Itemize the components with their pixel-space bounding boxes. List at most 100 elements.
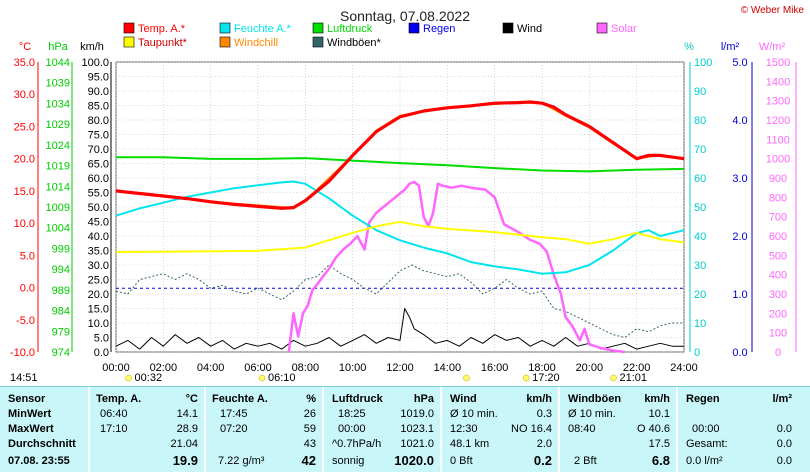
temp-tick-label: 0.0 [20,283,35,295]
x-tick-label: 20:00 [576,362,604,374]
humidity-abs: 7.22 g/m³ [218,455,265,467]
legend-label: Windböen* [327,37,382,49]
legend-swatch [312,22,324,34]
gust-column: Windböen km/h Ø 10 min. 10.1 08:40 O 40.… [558,387,676,472]
sun-event-label: 14:51 [10,372,38,384]
rain-tick-label: 1.0 [732,289,747,301]
series-line-temp-a [115,100,685,210]
pressure-trend: ^0.7hPa/h [332,438,382,450]
temp-tick-label: -5.0 [16,315,35,327]
sun-event-label: 00:32 [135,372,163,384]
rain-max-time: 00:00 [692,423,720,435]
humidity-tick-label: 90 [694,86,706,98]
rain-tick-label: 5.0 [732,57,747,69]
x-tick-label: 02:00 [150,362,178,374]
pressure-avg: 1021.0 [400,438,434,450]
temp-tick-label: 25.0 [14,121,35,133]
temp-tick-label: 30.0 [14,89,35,101]
temp-max-time: 17:10 [100,423,128,435]
rain-tick-label: 0.0 [732,347,747,359]
solar-tick-label: 500 [769,250,787,262]
pressure-tick-label: 1004 [46,223,70,235]
wind-max-time: 12:30 [450,423,478,435]
sun-marker-icon [258,374,266,382]
sun-marker-icon [610,374,617,382]
rain-total: 0.0 [776,438,792,450]
temp-tick-label: 15.0 [14,186,35,198]
pressure-unit: hPa [413,393,434,405]
series-line-taupunkt [115,220,685,254]
solar-tick-label: 800 [769,192,787,204]
humidity-tick-label: 60 [694,173,706,185]
wind-tick-label: 10.0 [88,318,109,330]
wind-tick-label: 50.0 [88,202,109,214]
wind-tick-label: 100.0 [81,57,109,69]
temp-tick-label: -10.0 [10,347,35,359]
wind-tick-label: 0.0 [94,347,109,359]
legend-swatch [408,22,420,34]
gust-now: 6.8 [651,453,670,468]
solar-tick-label: 1100 [766,134,790,146]
gust-bft: 2 Bft [574,455,597,467]
humidity-now: 42 [301,453,316,468]
legend-label: Taupunkt* [138,37,188,49]
humidity-avg: 43 [303,438,316,450]
solar-tick-label: 1500 [766,57,790,69]
rain-total-label: Gesamt: [686,438,728,450]
sun-marker-icon [463,374,470,382]
humidity-header: Feuchte A. [212,393,268,405]
humidity-column: Feuchte A. % 17:45 26 07:20 59 43 7.22 g… [204,387,322,472]
wind-tick-label: 30.0 [88,260,109,272]
chart-title: Sonntag, 07.08.2022 [340,8,470,24]
gust-avg10-label: Ø 10 min. [568,408,616,420]
pressure-tick-label: 974 [52,347,70,359]
legend-label: Wind [517,23,542,35]
legend-swatch [596,22,608,34]
pressure-header: Luftdruck [332,393,383,405]
temp-tick-label: 5.0 [20,250,35,262]
stats-table: Sensor MinWert MaxWert Durchschnitt 07.0… [0,386,810,472]
gust-avg10: 10.1 [648,408,670,420]
rain-unit-label: l/m² [721,41,740,53]
rain-tick-label: 4.0 [732,115,747,127]
wind-tick-label: 90.0 [88,86,109,98]
legend-swatch [502,22,514,34]
pressure-min-time: 18:25 [338,408,366,420]
row-label-max: MaxWert [8,423,54,435]
wind-tick-label: 40.0 [88,231,109,243]
sensor-column: Sensor MinWert MaxWert Durchschnitt 07.0… [0,387,88,472]
wind-tick-label: 85.0 [88,101,109,113]
wind-avg10: 0.3 [536,408,552,420]
x-tick-label: 00:00 [102,362,130,374]
pressure-tick-label: 999 [52,243,70,255]
solar-tick-label: 100 [769,328,787,340]
wind-tick-label: 75.0 [88,130,109,142]
wind-tick-label: 60.0 [88,173,109,185]
sun-event-label: 17:20 [532,372,560,384]
solar-tick-label: 1300 [766,96,790,108]
pressure-tick-label: 984 [52,306,70,318]
solar-tick-label: 900 [769,173,787,185]
wind-tick-label: 5.0 [94,333,109,345]
humidity-unit: % [306,393,316,405]
legend-label: Feuchte A.* [234,23,292,35]
wind-max: NO 16.4 [511,423,552,435]
solar-tick-label: 0 [775,347,781,359]
pressure-tick-label: 994 [52,264,70,276]
legend-label: Temp. A.* [138,23,186,35]
legend-label: Luftdruck [327,23,373,35]
wind-tick-label: 55.0 [88,188,109,200]
humidity-max-time: 07:20 [220,423,248,435]
humidity-tick-label: 0 [694,347,700,359]
humidity-tick-label: 20 [694,289,706,301]
wind-avg: 2.0 [536,438,552,450]
temp-tick-label: 10.0 [14,218,35,230]
rain-now: 0.0 [776,455,792,467]
rain-unit: l/m² [772,393,792,405]
temp-unit-label: °C [19,41,31,53]
pressure-tick-label: 1029 [46,119,70,131]
pressure-column: Luftdruck hPa 18:25 1019.0 00:00 1023.1 … [322,387,440,472]
sensor-header: Sensor [8,393,46,405]
rain-tick-label: 2.0 [732,231,747,243]
humidity-tick-label: 10 [694,318,706,330]
